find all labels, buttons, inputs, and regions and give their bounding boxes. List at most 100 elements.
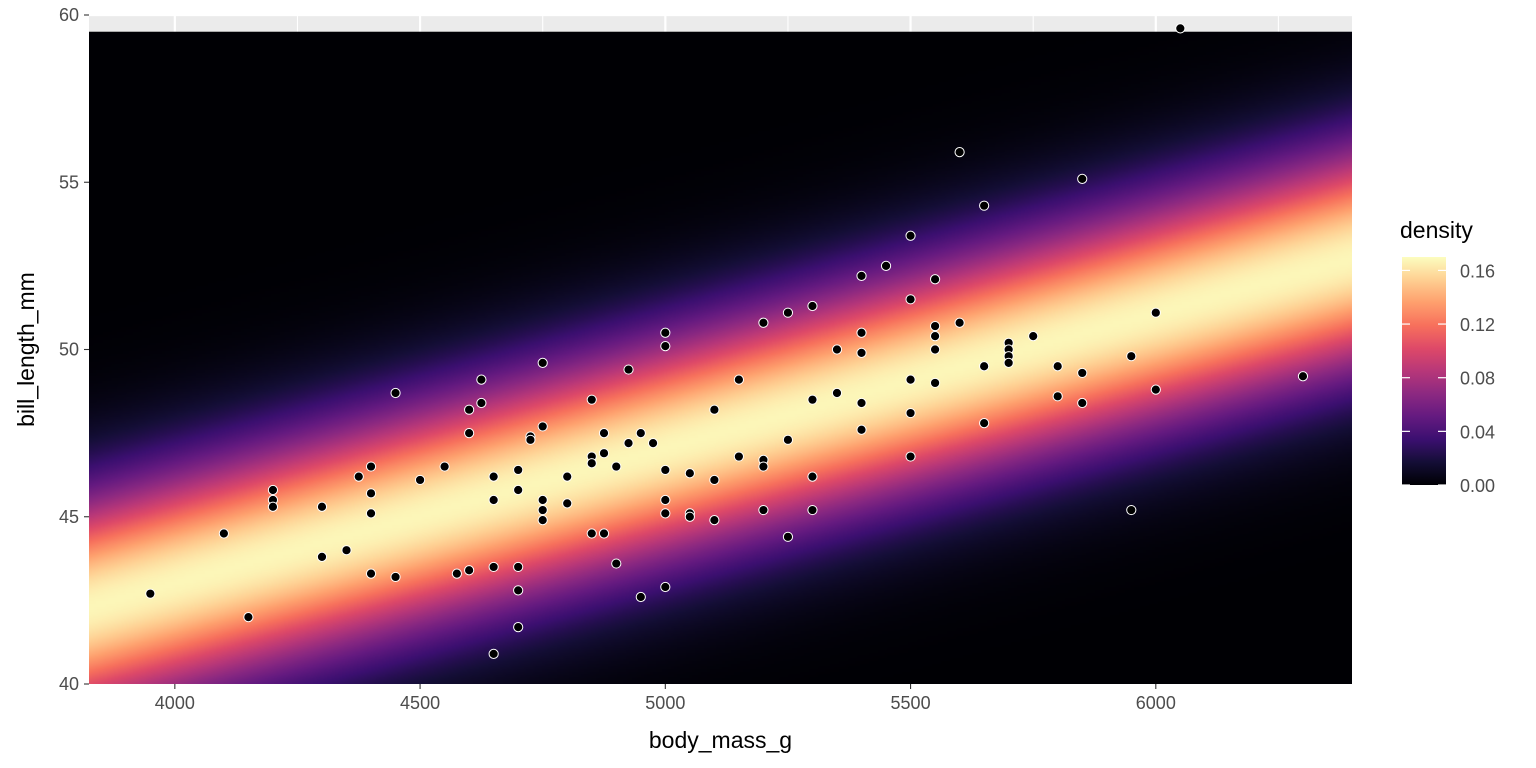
data-point: [1052, 391, 1063, 402]
data-point: [414, 474, 426, 486]
data-point: [1077, 173, 1088, 185]
data-point: [1150, 307, 1161, 318]
data-point: [1150, 384, 1161, 395]
data-point: [353, 471, 364, 482]
data-point: [476, 374, 487, 385]
data-point: [623, 438, 634, 449]
data-point: [586, 528, 597, 539]
data-point: [464, 565, 475, 576]
data-point: [660, 494, 671, 506]
data-point: [979, 200, 990, 211]
data-point: [365, 508, 377, 519]
y-tick-label: 50: [59, 340, 79, 360]
data-point: [929, 377, 941, 389]
data-point: [831, 344, 843, 355]
data-point: [782, 434, 794, 445]
data-point: [758, 504, 769, 516]
data-point: [537, 494, 548, 506]
data-point: [979, 361, 990, 372]
data-point: [807, 471, 818, 482]
data-point: [476, 397, 487, 409]
y-tick-label: 45: [59, 507, 79, 527]
data-point: [856, 397, 867, 409]
data-point: [513, 561, 524, 573]
points-layer: [145, 23, 1309, 659]
data-point: [929, 274, 941, 285]
legend-tick-label: 0.08: [1460, 369, 1495, 389]
data-point: [537, 357, 548, 368]
x-tick-label: 5500: [891, 693, 931, 713]
y-tick-label: 55: [59, 172, 79, 192]
data-point: [1077, 397, 1088, 409]
legend-tick-label: 0.16: [1460, 261, 1495, 281]
data-point: [647, 438, 659, 449]
legend: density 0.00 0.04 0.08 0.12 0.16: [1400, 217, 1495, 496]
data-point: [586, 394, 597, 405]
x-tick-label: 4000: [155, 693, 195, 713]
data-point: [905, 407, 916, 419]
data-point: [365, 461, 377, 472]
x-tick-label: 4500: [400, 693, 440, 713]
data-point: [1052, 361, 1063, 372]
data-point: [635, 591, 646, 603]
data-point: [880, 260, 892, 271]
data-point: [635, 428, 646, 439]
legend-tick-label: 0.00: [1460, 476, 1495, 496]
data-point: [537, 504, 548, 516]
data-point: [979, 417, 990, 429]
data-point: [525, 434, 536, 445]
data-point: [905, 374, 916, 385]
data-point: [1003, 357, 1014, 368]
legend-title: density: [1400, 217, 1473, 243]
x-tick-label: 6000: [1136, 693, 1176, 713]
data-point: [660, 327, 671, 338]
data-point: [562, 471, 573, 482]
data-point: [488, 494, 499, 506]
data-point: [929, 320, 941, 332]
data-point: [586, 458, 597, 469]
data-point: [807, 300, 818, 312]
data-point: [660, 581, 671, 593]
data-point: [488, 648, 499, 659]
data-point: [390, 387, 401, 399]
data-point: [488, 561, 499, 573]
data-point: [513, 484, 524, 496]
data-point: [464, 428, 475, 439]
data-point: [684, 468, 695, 479]
data-point: [488, 471, 499, 482]
data-point: [929, 331, 941, 342]
data-point: [316, 551, 328, 562]
data-point: [243, 612, 254, 623]
data-point: [733, 374, 744, 385]
data-point: [807, 504, 818, 516]
data-point: [1126, 504, 1137, 516]
data-point: [709, 474, 720, 486]
data-point: [709, 404, 720, 415]
data-point: [856, 270, 867, 282]
data-point: [684, 511, 695, 522]
data-point: [929, 344, 941, 355]
y-axis: 40 45 50 55 60: [59, 5, 89, 694]
data-point: [660, 508, 671, 519]
data-point: [905, 451, 916, 462]
data-point: [611, 461, 622, 472]
data-point: [954, 147, 965, 158]
data-point: [1297, 371, 1309, 382]
x-axis-title: body_mass_g: [649, 727, 792, 753]
data-point: [439, 461, 450, 472]
data-point: [660, 341, 671, 352]
legend-colorbar: [1402, 257, 1446, 485]
data-point: [598, 428, 610, 439]
data-point: [598, 448, 610, 459]
data-point: [954, 317, 965, 328]
data-point: [390, 571, 401, 583]
data-point: [782, 531, 794, 542]
data-point: [537, 421, 548, 432]
data-point: [365, 568, 377, 579]
data-point: [513, 622, 524, 633]
data-point: [562, 498, 573, 509]
data-point: [451, 568, 462, 579]
data-point: [623, 364, 634, 375]
